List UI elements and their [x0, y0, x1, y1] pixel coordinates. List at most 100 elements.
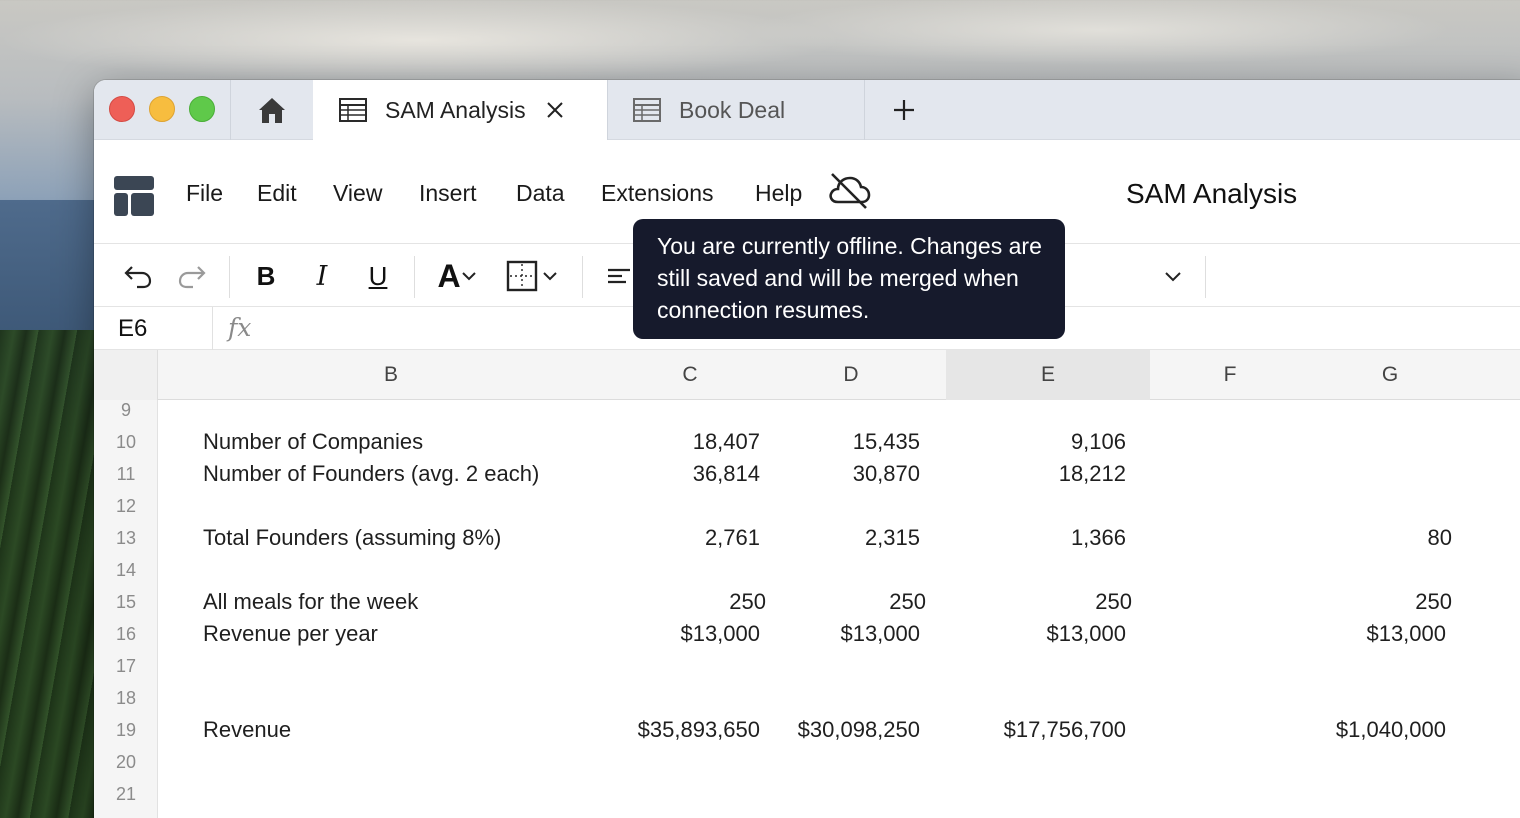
cell-e[interactable]: 18,212	[1058, 461, 1126, 486]
column-header-e[interactable]: E	[946, 350, 1150, 400]
toolbar-divider	[1205, 256, 1206, 298]
row-header-column	[94, 400, 158, 818]
table-row: 14	[94, 554, 1520, 586]
home-icon	[259, 98, 285, 123]
menu-extensions[interactable]: Extensions	[601, 180, 714, 206]
cloud-offline-icon[interactable]	[826, 170, 872, 215]
cell-e[interactable]: 9,106	[1070, 429, 1126, 454]
menu-view[interactable]: View	[333, 180, 383, 206]
row-number[interactable]: 15	[115, 592, 137, 612]
cell-g[interactable]: 250	[1415, 589, 1452, 614]
cell-g[interactable]: $13,000	[1366, 621, 1446, 646]
table-row: 18	[94, 682, 1520, 714]
column-header-b[interactable]: B	[383, 363, 398, 386]
row-number[interactable]: 16	[115, 624, 137, 644]
cell-e[interactable]: $13,000	[1046, 621, 1126, 646]
cell-c[interactable]: 36,814	[692, 461, 760, 486]
cell-c[interactable]: $35,893,650	[637, 717, 760, 742]
tab-divider	[607, 80, 608, 140]
row-number[interactable]: 21	[115, 784, 137, 804]
app-window: SAM Analysis Book Deal File Edit View In…	[94, 80, 1520, 818]
cell-c[interactable]: 18,407	[692, 429, 760, 454]
cell-d[interactable]: 30,870	[852, 461, 920, 486]
row-number[interactable]: 9	[120, 400, 131, 420]
underline-button[interactable]: U	[368, 260, 388, 291]
redo-button[interactable]	[174, 256, 210, 296]
cell-d[interactable]: $30,098,250	[797, 717, 920, 742]
cell-c[interactable]: 2,761	[704, 525, 760, 550]
cell-c[interactable]: 250	[729, 589, 766, 614]
home-button[interactable]	[231, 80, 313, 140]
select-all-corner[interactable]	[94, 350, 158, 400]
row-number[interactable]: 17	[115, 656, 137, 676]
column-header-c[interactable]: C	[682, 363, 698, 386]
cell-d[interactable]: 15,435	[852, 429, 920, 454]
cell-label[interactable]: Revenue	[203, 717, 292, 742]
row-number[interactable]: 18	[115, 688, 137, 708]
font-color-icon: A	[437, 258, 461, 294]
tab-bar: SAM Analysis Book Deal	[94, 80, 1520, 140]
column-header-d[interactable]: D	[843, 363, 859, 386]
toolbar-divider	[582, 256, 583, 298]
formula-divider	[212, 307, 213, 350]
row-number[interactable]: 14	[115, 560, 137, 580]
tab-book-deal[interactable]: Book Deal	[607, 80, 864, 140]
font-color-button[interactable]: A	[434, 256, 480, 296]
tab-divider	[230, 80, 231, 140]
cell-label[interactable]: Total Founders (assuming 8%)	[203, 525, 502, 550]
tab-label: SAM Analysis	[385, 96, 526, 123]
row-number[interactable]: 19	[115, 720, 137, 740]
cell-g[interactable]: 80	[1427, 525, 1452, 550]
close-window-button[interactable]	[109, 96, 135, 122]
menu-file[interactable]: File	[186, 180, 224, 206]
table-row: 9	[94, 394, 1520, 426]
spreadsheet-icon	[339, 98, 367, 122]
more-dropdown-button[interactable]	[1158, 256, 1188, 296]
table-row: 12	[94, 490, 1520, 522]
desktop-trees	[0, 330, 100, 818]
tab-label: Book Deal	[679, 96, 786, 123]
table-row: 17	[94, 650, 1520, 682]
cell-d[interactable]: $13,000	[840, 621, 920, 646]
cell-g[interactable]: $1,040,000	[1335, 717, 1446, 742]
row-number[interactable]: 10	[115, 432, 137, 452]
column-headers: B C D E F G	[94, 350, 1520, 400]
cell-label[interactable]: All meals for the week	[203, 589, 419, 614]
row-number[interactable]: 11	[116, 464, 136, 484]
new-tab-button[interactable]	[884, 94, 924, 126]
table-row: 20	[94, 746, 1520, 778]
cell-e[interactable]: 250	[1095, 589, 1132, 614]
cell-d[interactable]: 250	[889, 589, 926, 614]
row-number[interactable]: 20	[115, 752, 137, 772]
align-left-icon	[608, 268, 630, 284]
cell-c[interactable]: $13,000	[680, 621, 760, 646]
cell-label[interactable]: Number of Companies	[203, 429, 424, 454]
cell-label[interactable]: Revenue per year	[203, 621, 378, 646]
menu-insert[interactable]: Insert	[419, 180, 477, 206]
cell-d[interactable]: 2,315	[864, 525, 920, 550]
offline-tooltip: You are currently offline. Changes are s…	[633, 219, 1065, 339]
borders-button[interactable]	[504, 256, 560, 296]
menu-edit[interactable]: Edit	[257, 180, 297, 206]
column-header-f[interactable]: F	[1223, 363, 1237, 386]
row-number[interactable]: 12	[115, 496, 137, 516]
menu-help[interactable]: Help	[755, 180, 803, 206]
menu-data[interactable]: Data	[516, 180, 565, 206]
cell-label[interactable]: Number of Founders (avg. 2 each)	[203, 461, 540, 486]
row-number[interactable]: 13	[115, 528, 137, 548]
column-header-g[interactable]: G	[1381, 363, 1399, 386]
spreadsheet-icon	[633, 98, 661, 122]
cell-e[interactable]: $17,756,700	[1003, 717, 1126, 742]
fx-icon: fx	[228, 313, 252, 342]
minimize-window-button[interactable]	[149, 96, 175, 122]
close-tab-icon[interactable]	[546, 101, 564, 119]
cell-reference-box[interactable]: E6	[118, 315, 148, 342]
zoom-window-button[interactable]	[189, 96, 215, 122]
align-button[interactable]	[604, 256, 634, 296]
cell-e[interactable]: 1,366	[1070, 525, 1126, 550]
tab-sam-analysis[interactable]: SAM Analysis	[313, 80, 607, 140]
italic-button[interactable]: I	[316, 260, 328, 292]
undo-button[interactable]	[120, 256, 156, 296]
bold-button[interactable]: B	[256, 260, 276, 291]
app-logo-icon[interactable]	[114, 176, 154, 216]
